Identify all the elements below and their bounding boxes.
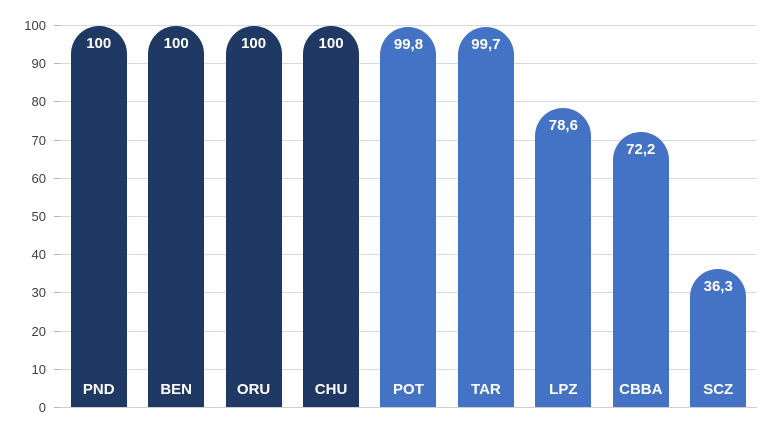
bars-layer: 100 PND 100 BEN 100 ORU 100 CHU 99,8 POT 99,7 TAR 78… [60, 26, 757, 408]
y-axis-tick [54, 368, 60, 370]
bar-value-label: 78,6 [548, 116, 578, 134]
bar-pnd: 100 PND [70, 26, 127, 408]
y-axis-tick [54, 177, 60, 179]
y-axis-tick [54, 139, 60, 141]
bar-category-label: TAR [471, 381, 501, 398]
y-tick-label: 50 [31, 209, 46, 224]
y-axis-tick [54, 63, 60, 65]
y-axis-tick [54, 407, 60, 408]
y-tick-label: 10 [31, 361, 46, 377]
bar-value-label: 100 [241, 35, 267, 52]
bar-category-label: ORU [236, 381, 271, 398]
y-tick-label: 60 [31, 170, 46, 186]
bar-category-label: CHU [314, 381, 348, 398]
y-axis-tick [54, 25, 60, 26]
bar-category-label: SCZ [703, 381, 734, 398]
bar-value-label: 100 [163, 35, 189, 52]
bar-pot: 99,8 POT [380, 26, 437, 408]
bar-value-label: 72,2 [626, 141, 656, 159]
bar-value-label: 100 [86, 35, 112, 52]
bar-value-label: 99,8 [393, 35, 424, 53]
x-axis-line [60, 407, 757, 408]
bar-chu: 100 CHU [303, 26, 360, 408]
bar-category-label: POT [393, 381, 424, 398]
y-axis-tick [54, 330, 60, 332]
bar-lpz: 78,6 LPZ [535, 107, 592, 408]
y-tick-label: 90 [31, 56, 46, 72]
y-tick-label: 40 [31, 247, 46, 263]
y-axis-tick [54, 254, 60, 256]
bar-category-label: LPZ [549, 381, 578, 398]
y-axis-tick [54, 292, 60, 294]
y-tick-label: 70 [31, 132, 46, 148]
bar-scz: 36,3 SCZ [690, 269, 747, 408]
y-tick-label: 30 [31, 285, 46, 301]
bar-category-label: PND [82, 381, 115, 398]
bar-value-label: 36,3 [703, 278, 733, 296]
bar-ben: 100 BEN [148, 26, 205, 408]
bar-tar: 99,7 TAR [457, 27, 514, 408]
bar-category-label: CBBA [619, 381, 663, 398]
bar-value-label: 100 [318, 35, 344, 52]
plot-area: 0 10 20 30 40 50 60 70 80 90 100 100 PND 100 BEN 100 OR… [24, 18, 757, 415]
y-axis-tick [54, 101, 60, 103]
gridline [60, 25, 757, 26]
bar-category-label: BEN [160, 381, 192, 398]
bar-oru: 100 ORU [225, 26, 282, 408]
y-axis-tick [54, 216, 60, 217]
y-tick-label: 0 [38, 400, 46, 415]
bar-value-label: 99,7 [471, 36, 501, 54]
y-tick-label: 80 [31, 94, 46, 110]
y-tick-label: 20 [31, 323, 46, 339]
bar-cbba: 72,2 CBBA [612, 132, 669, 408]
y-tick-label: 100 [24, 18, 46, 33]
